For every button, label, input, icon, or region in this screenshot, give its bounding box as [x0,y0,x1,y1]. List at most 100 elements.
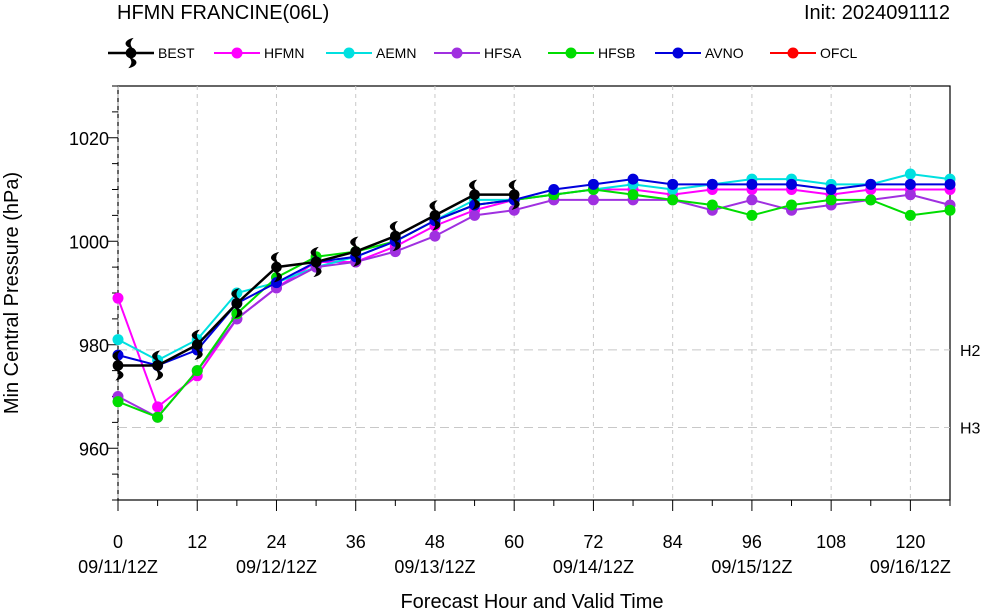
legend-marker [125,37,137,69]
hurricane-band [152,350,161,362]
legend-label: HFMN [264,45,304,61]
hurricane-center [152,360,163,371]
hurricane-band [128,56,137,69]
data-point-avno [587,178,599,190]
legend-label: OFCL [820,45,858,61]
data-point-hfsb [944,204,956,216]
legend-marker [451,47,463,59]
legend-label: BEST [158,45,195,61]
data-point-hfsb [786,199,798,211]
legend-label: HFSB [598,45,635,61]
legend-item-avno: AVNO [655,45,744,61]
y-tick-label: 960 [79,439,109,459]
hurricane-band [511,198,520,210]
x-tick-label: 48 [425,532,445,552]
hurricane-band [112,350,121,362]
data-point-best [152,350,164,381]
series-best [112,179,520,381]
legend-item-best: BEST [108,37,195,69]
data-point-best [191,329,203,360]
data-point-best [112,350,124,381]
x-tick-label: 84 [663,532,683,552]
hurricane-center [231,298,243,309]
legend-marker [787,47,799,59]
hurricane-band [194,348,203,360]
hurricane-center [191,339,203,351]
hurricane-center [508,189,520,201]
x-tick-label: 96 [742,532,762,552]
y-tick-label: 1020 [69,129,109,149]
hurricane-band [353,255,362,267]
data-point-avno [548,184,560,195]
reference-lines: H2 H3 [118,343,981,438]
hurricane-center [112,360,124,371]
hurricane-band [154,369,164,381]
hurricane-band [231,288,240,300]
hurricane-band [350,236,359,249]
hurricane-band [432,218,441,231]
hurricane-band [310,246,319,259]
x-tick-label: 60 [504,532,524,552]
data-point-hfsb [706,199,718,211]
data-point-hfsb [904,209,916,221]
legend-item-hfsb: HFSB [548,45,635,61]
legend-marker [231,47,243,59]
data-point-avno [825,184,837,195]
series-layer [112,168,956,423]
x-tick-label: 12 [187,532,207,552]
data-point-best [469,179,481,210]
data-point-avno [865,178,877,190]
reference-line-label: H3 [960,421,981,438]
y-tick-label: 980 [79,336,109,356]
hurricane-center [350,246,362,257]
data-point-best [231,288,243,319]
legend-marker [565,47,577,59]
data-point-aemn [904,168,916,180]
data-point-hfsb [667,194,679,206]
data-point-avno [786,178,798,190]
legend-label: AVNO [705,45,744,61]
hurricane-band [429,200,438,212]
date-label: 09/13/12Z [394,557,475,577]
date-label: 09/14/12Z [553,557,634,577]
x-tick-label: 108 [816,532,846,552]
data-point-hfsa [587,194,599,206]
data-point-hfsa [469,209,481,221]
hurricane-band [389,220,398,233]
data-point-hfsb [825,194,837,206]
hurricane-center [429,210,441,221]
data-point-hfsb [746,209,758,221]
data-point-hfsb [112,396,124,408]
x-tick-label: 72 [583,532,603,552]
data-point-best [270,252,282,283]
legend-label: AEMN [376,45,416,61]
series-line-hfsa [117,193,951,419]
hurricane-center [390,230,401,242]
y-axis-label: Min Central Pressure (hPa) [1,172,23,414]
axes: 960 980 1000 1020 0 12 24 36 48 60 72 84 96 108 120 09/… [69,85,951,577]
hurricane-band [115,369,124,381]
hurricane-band [471,198,481,210]
init-label: Init: 2024091112 [804,2,950,24]
chart-title: HFMN FRANCINE(06L) [117,2,329,24]
x-tick-label: 120 [895,532,925,552]
hurricane-band [234,306,243,319]
data-point-best [310,246,322,278]
legend-marker [672,47,684,59]
reference-line-label: H2 [960,343,981,360]
hurricane-band [508,179,517,192]
hurricane-center [125,47,137,59]
data-point-avno [706,178,718,190]
data-point-best [389,220,401,252]
x-axis-label: Forecast Hour and Valid Time [400,591,663,610]
date-label: 09/11/12Z [78,557,158,577]
legend: BEST HFMN AEMN HFSA HFSB AVNO OFCL [108,37,858,69]
hurricane-band [392,239,401,252]
data-point-hfsb [865,194,877,206]
hurricane-band [191,329,200,342]
legend-item-hfmn: HFMN [214,45,304,61]
legend-label: HFSA [484,45,522,61]
data-point-avno [904,178,916,190]
data-point-hfsa [429,230,441,242]
